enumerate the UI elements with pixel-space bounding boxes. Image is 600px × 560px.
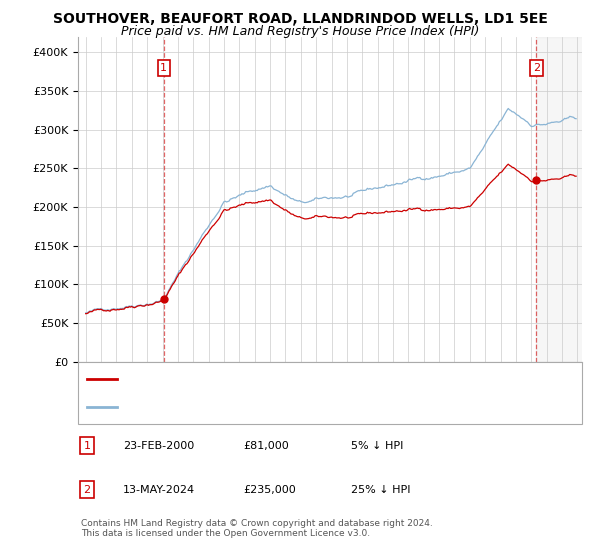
Text: £81,000: £81,000 [243, 441, 289, 451]
Text: Contains HM Land Registry data © Crown copyright and database right 2024.
This d: Contains HM Land Registry data © Crown c… [81, 519, 433, 538]
Text: SOUTHOVER, BEAUFORT ROAD, LLANDRINDOD WELLS, LD1 5EE: SOUTHOVER, BEAUFORT ROAD, LLANDRINDOD WE… [53, 12, 547, 26]
Text: 1: 1 [160, 63, 167, 73]
Text: £235,000: £235,000 [243, 484, 296, 494]
Text: 23-FEB-2000: 23-FEB-2000 [123, 441, 194, 451]
Text: 13-MAY-2024: 13-MAY-2024 [123, 484, 195, 494]
Bar [536, 37, 585, 362]
Text: 1: 1 [83, 441, 91, 451]
Text: HPI: Average price, detached house, Powys: HPI: Average price, detached house, Powy… [123, 402, 348, 412]
Text: SOUTHOVER, BEAUFORT ROAD, LLANDRINDOD WELLS, LD1 5EE (detached house): SOUTHOVER, BEAUFORT ROAD, LLANDRINDOD WE… [123, 374, 550, 384]
Text: Price paid vs. HM Land Registry's House Price Index (HPI): Price paid vs. HM Land Registry's House … [121, 25, 479, 38]
Text: 2: 2 [533, 63, 540, 73]
Text: 2: 2 [83, 484, 91, 494]
Text: 5% ↓ HPI: 5% ↓ HPI [351, 441, 403, 451]
Text: 25% ↓ HPI: 25% ↓ HPI [351, 484, 410, 494]
